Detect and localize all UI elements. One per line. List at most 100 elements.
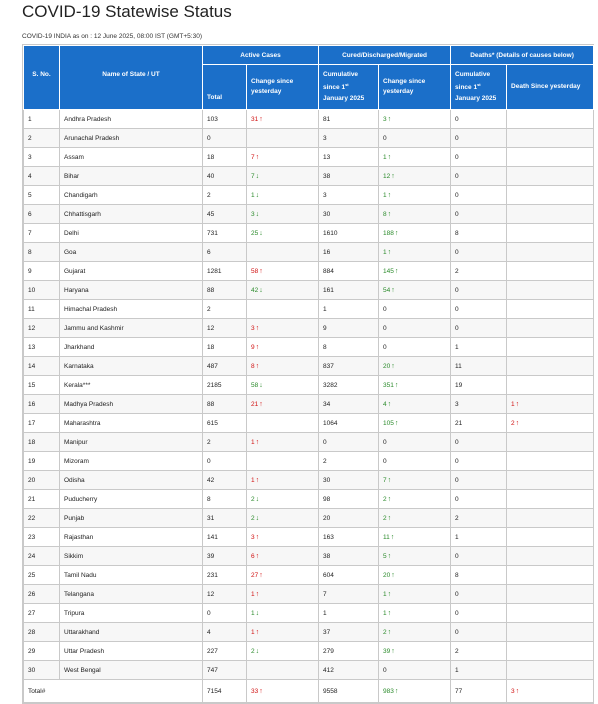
- deaths-cumulative-cell: 0: [450, 318, 508, 338]
- cured-cumulative-cell: 98: [318, 489, 380, 509]
- cured-change-value: 0: [383, 666, 387, 674]
- cured-change-value: 105: [383, 419, 394, 427]
- cured-change-cell: 0: [378, 128, 452, 148]
- active-change-value: 9: [251, 343, 255, 351]
- cured-change-value: 351: [383, 381, 394, 389]
- cured-change-value: 8: [383, 210, 387, 218]
- cured-cumulative-cell: 412: [318, 660, 380, 680]
- arrow-up-icon: ↑: [259, 687, 263, 695]
- active-change-cell: [245, 660, 320, 680]
- active-change-value: 58: [251, 267, 259, 275]
- cured-change-value: 3: [383, 115, 387, 123]
- table-row: 30 West Bengal 747 412 0 1: [23, 660, 595, 680]
- table-row: 7 Delhi 731 25↓ 1610 188↑ 8: [23, 223, 595, 243]
- cured-cumulative-cell: 604: [318, 565, 380, 585]
- active-change-value: 31: [251, 115, 259, 123]
- active-change-value: 1: [251, 609, 255, 617]
- arrow-up-icon: ↑: [387, 514, 392, 522]
- state-name-cell: Puducherry: [59, 489, 203, 509]
- table-row: 22 Punjab 31 2↓ 20 2↑ 2: [23, 508, 595, 528]
- active-change-value: 1: [251, 628, 255, 636]
- cured-change-cell: 2↑: [378, 489, 452, 509]
- arrow-up-icon: ↑: [255, 324, 260, 332]
- active-change-cell: 58↓: [245, 375, 320, 395]
- active-change-value: 42: [251, 286, 259, 294]
- cured-change-cell: 2↑: [378, 622, 452, 642]
- active-total-cell: 2185: [202, 375, 247, 395]
- state-name-cell: Tamil Nadu: [59, 565, 203, 585]
- cured-cumulative-cell: 38: [318, 546, 380, 566]
- cured-change-value: 1: [383, 609, 387, 617]
- deaths-cumulative-cell: 8: [450, 223, 508, 243]
- active-change-value: 58: [251, 381, 259, 389]
- arrow-up-icon: ↑: [387, 609, 392, 617]
- cured-change-value: 0: [383, 134, 387, 142]
- header-active-change: Change since yesterday: [245, 64, 320, 110]
- total-active-cell: 7154: [202, 679, 247, 703]
- header-cured: Cured/Discharged/Migrated: [318, 45, 452, 65]
- sno-cell: 19: [23, 451, 60, 471]
- active-change-cell: 2↓: [245, 489, 320, 509]
- death-change-cell: [506, 223, 595, 243]
- cured-change-cell: 4↑: [378, 394, 452, 414]
- active-total-cell: 0: [202, 451, 247, 471]
- deaths-cumulative-cell: 0: [450, 185, 508, 205]
- death-change-cell: [506, 261, 595, 281]
- table-row: 29 Uttar Pradesh 227 2↓ 279 39↑ 2: [23, 641, 595, 661]
- total-label-cell: Total#: [23, 679, 203, 703]
- total-cured-cell: 9558: [318, 679, 380, 703]
- active-change-value: 2: [251, 647, 255, 655]
- sno-cell: 22: [23, 508, 60, 528]
- arrow-up-icon: ↑: [255, 590, 260, 598]
- cured-change-cell: 0: [378, 318, 452, 338]
- deaths-cumulative-cell: 0: [450, 584, 508, 604]
- state-name-cell: Manipur: [59, 432, 203, 452]
- table-row: 6 Chhattisgarh 45 3↓ 30 8↑ 0: [23, 204, 595, 224]
- active-change-cell: 33↑: [245, 679, 320, 703]
- header-sno: S. No.: [23, 45, 60, 110]
- active-total-cell: 615: [202, 413, 247, 433]
- deaths-cumulative-cell: 0: [450, 242, 508, 262]
- cured-cumulative-cell: 9: [318, 318, 380, 338]
- sno-cell: 10: [23, 280, 60, 300]
- active-change-cell: [245, 451, 320, 471]
- cured-change-value: 2: [383, 495, 387, 503]
- arrow-up-icon: ↑: [387, 495, 392, 503]
- header-cured-change: Change since yesterday: [378, 64, 452, 110]
- deaths-cumulative-cell: 1: [450, 660, 508, 680]
- table-row: 27 Tripura 0 1↓ 1 1↑ 0: [23, 603, 595, 623]
- active-change-value: 33: [251, 687, 259, 695]
- active-total-cell: 487: [202, 356, 247, 376]
- deaths-cumulative-cell: 0: [450, 109, 508, 129]
- active-change-value: 7: [251, 172, 255, 180]
- deaths-cumulative-cell: 0: [450, 451, 508, 471]
- cured-change-cell: 1↑: [378, 147, 452, 167]
- arrow-up-icon: ↑: [387, 210, 392, 218]
- arrow-up-icon: ↑: [387, 476, 392, 484]
- statewise-table: S. No. Name of State / UT Active Cases C…: [23, 45, 595, 703]
- active-change-cell: 42↓: [245, 280, 320, 300]
- active-total-cell: 12: [202, 318, 247, 338]
- death-change-cell: [506, 546, 595, 566]
- deaths-cumulative-cell: 21: [450, 413, 508, 433]
- active-total-cell: 31: [202, 508, 247, 528]
- arrow-up-icon: ↑: [387, 248, 392, 256]
- deaths-cumulative-cell: 0: [450, 603, 508, 623]
- active-total-cell: 0: [202, 603, 247, 623]
- deaths-cumulative-cell: 0: [450, 622, 508, 642]
- table-body: 1 Andhra Pradesh 103 31↑ 81 3↑ 0 2 Arunachal Pra…: [23, 109, 595, 703]
- death-change-cell: [506, 660, 595, 680]
- arrow-down-icon: ↓: [255, 514, 260, 522]
- active-change-value: 3: [251, 533, 255, 541]
- cured-change-cell: 0: [378, 337, 452, 357]
- active-total-cell: 45: [202, 204, 247, 224]
- state-name-cell: Tripura: [59, 603, 203, 623]
- sno-cell: 5: [23, 185, 60, 205]
- arrow-up-icon: ↑: [391, 172, 395, 180]
- death-change-cell: [506, 584, 595, 604]
- active-total-cell: 731: [202, 223, 247, 243]
- state-name-cell: Chhattisgarh: [59, 204, 203, 224]
- table-row: 14 Karnataka 487 8↑ 837 20↑ 11: [23, 356, 595, 376]
- death-change-cell: [506, 337, 595, 357]
- active-change-cell: [245, 413, 320, 433]
